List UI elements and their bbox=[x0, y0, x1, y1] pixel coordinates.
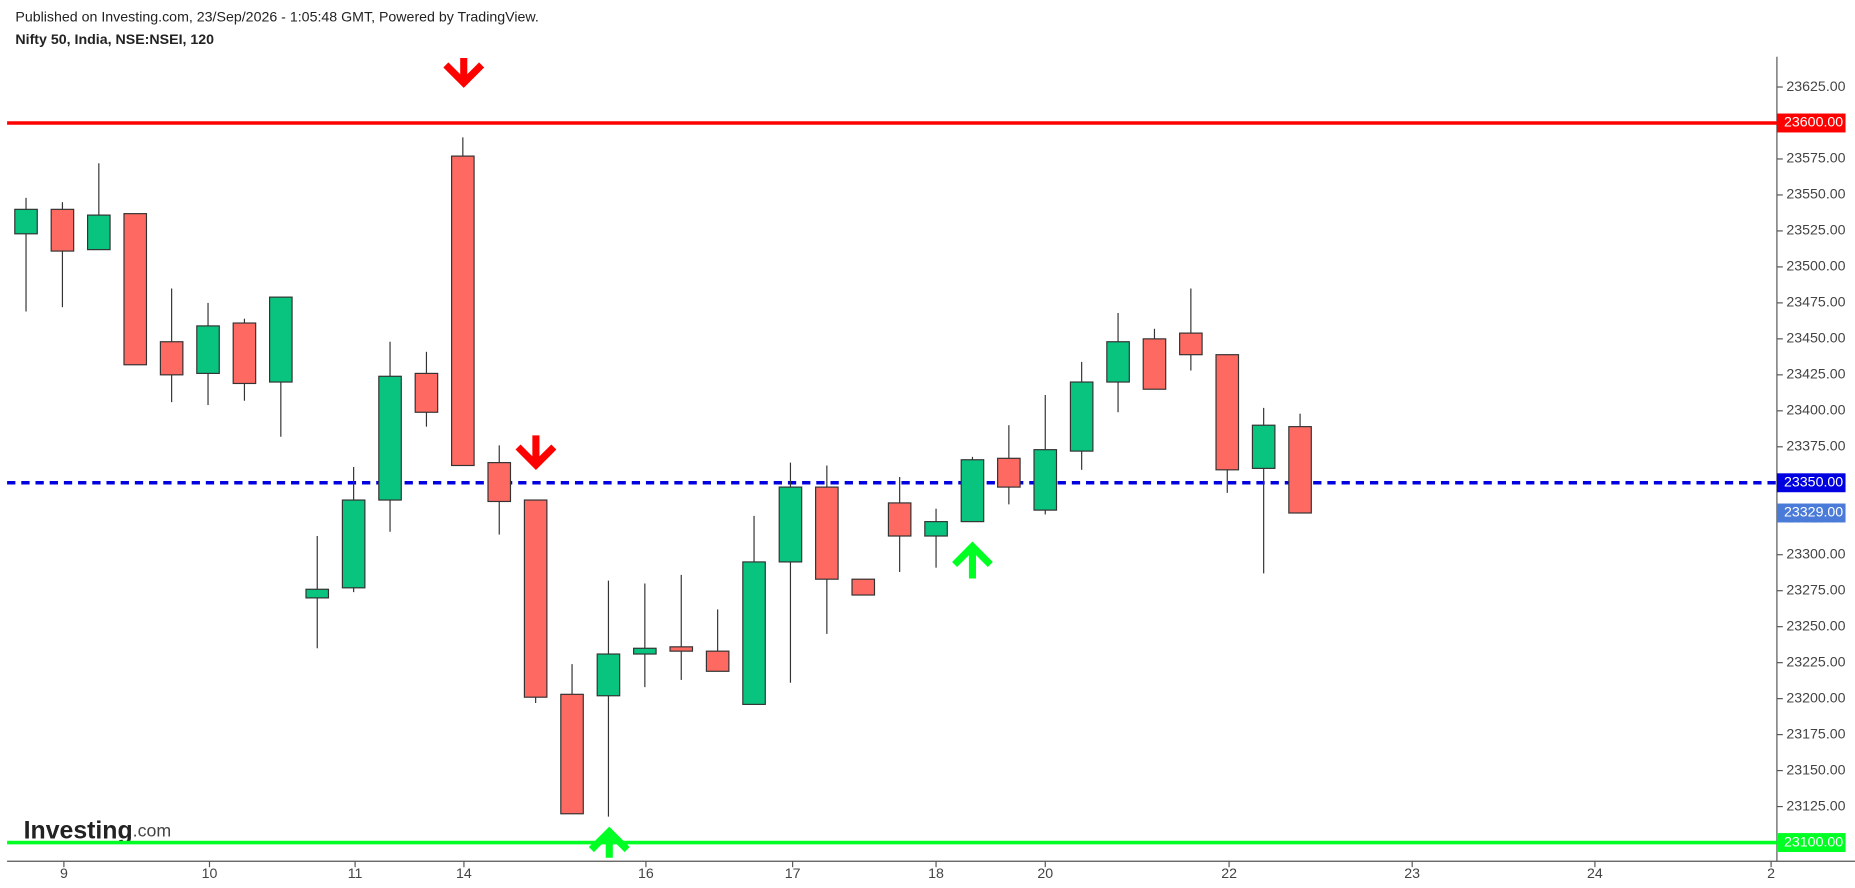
arrow-up bbox=[952, 541, 993, 579]
candle-body bbox=[669, 646, 694, 652]
y-tick-label: 23500.00 bbox=[1786, 259, 1845, 275]
candle-body bbox=[378, 375, 402, 501]
candle-body bbox=[596, 653, 621, 697]
candle-body bbox=[1288, 426, 1312, 514]
instrument-title: Nifty 50, India, NSE:NSEI, 120 bbox=[15, 32, 214, 48]
candle-body bbox=[742, 561, 766, 705]
x-tick-label: 22 bbox=[1221, 866, 1237, 882]
candle-body bbox=[86, 214, 111, 251]
y-tick-label: 23450.00 bbox=[1786, 331, 1845, 347]
x-tick-label: 10 bbox=[202, 866, 218, 882]
level-label-box bbox=[1776, 113, 1846, 133]
level-label: 23350.00 bbox=[1784, 475, 1843, 491]
x-tick-label: 17 bbox=[785, 866, 801, 882]
logo-suffix: .com bbox=[133, 820, 171, 840]
y-tick-label: 23225.00 bbox=[1786, 654, 1845, 670]
logo: Investing.com bbox=[24, 817, 171, 844]
candle-body bbox=[232, 322, 257, 385]
y-tick-label: 23150.00 bbox=[1786, 762, 1845, 778]
candle-body bbox=[851, 578, 876, 596]
candle-body bbox=[1179, 332, 1203, 356]
candle-body bbox=[924, 521, 948, 537]
candle-body bbox=[196, 325, 220, 374]
candle-body bbox=[414, 372, 439, 413]
candle-body bbox=[1069, 381, 1094, 452]
y-tick-label: 23400.00 bbox=[1786, 403, 1845, 419]
y-tick-label: 23550.00 bbox=[1786, 187, 1845, 203]
x-tick-label: 18 bbox=[928, 866, 944, 882]
x-tick-label: 14 bbox=[456, 866, 472, 882]
x-tick-label: 11 bbox=[348, 866, 363, 882]
candle-body bbox=[1215, 354, 1240, 471]
y-tick-label: 23525.00 bbox=[1786, 223, 1845, 239]
candle-body bbox=[269, 296, 293, 383]
candle-body bbox=[1142, 338, 1167, 390]
arrow-down bbox=[443, 57, 485, 88]
y-tick-label: 23275.00 bbox=[1786, 582, 1845, 598]
level-label-box bbox=[1776, 833, 1846, 853]
candle-body bbox=[50, 208, 75, 252]
y-tick-label: 23250.00 bbox=[1786, 618, 1845, 634]
x-tick-label: 16 bbox=[638, 866, 654, 882]
candle-body bbox=[305, 588, 330, 599]
level-label-box bbox=[1776, 473, 1846, 493]
y-tick-label: 23625.00 bbox=[1786, 79, 1845, 95]
candle-body bbox=[815, 486, 839, 580]
candle-body bbox=[778, 486, 803, 563]
candle-body bbox=[14, 208, 38, 235]
arrows bbox=[443, 57, 993, 858]
candle-body bbox=[1106, 341, 1130, 383]
y-tick-label: 23200.00 bbox=[1786, 690, 1845, 706]
x-tick-label: 9 bbox=[60, 866, 68, 882]
y-tick-label: 23125.00 bbox=[1786, 798, 1845, 814]
x-tick-label: 23 bbox=[1404, 866, 1420, 882]
candle-body bbox=[451, 155, 475, 467]
arrow-down bbox=[515, 435, 557, 470]
candle-body bbox=[960, 459, 985, 523]
x-tick-label: 2 bbox=[1767, 866, 1775, 882]
candle-body bbox=[560, 693, 584, 815]
candle-body bbox=[705, 650, 730, 672]
candle-body bbox=[341, 499, 366, 589]
candle-body bbox=[487, 462, 512, 503]
level-label: 23100.00 bbox=[1784, 834, 1843, 850]
candle-body bbox=[887, 502, 912, 537]
y-tick-label: 23375.00 bbox=[1786, 439, 1845, 455]
x-tick-label: 20 bbox=[1037, 866, 1053, 882]
x-tick-label: 24 bbox=[1587, 866, 1603, 882]
y-tick-label: 23475.00 bbox=[1786, 295, 1845, 311]
y-tick-label: 23175.00 bbox=[1786, 726, 1845, 742]
y-tick-label: 23575.00 bbox=[1786, 151, 1845, 167]
last-price-box bbox=[1776, 503, 1846, 523]
candle-body bbox=[159, 341, 184, 376]
candle-body bbox=[633, 647, 657, 655]
y-tick-label: 23425.00 bbox=[1786, 367, 1845, 383]
y-tick-label: 23300.00 bbox=[1786, 546, 1845, 562]
published-note: Published on Investing.com, 23/Sep/2026 … bbox=[15, 10, 538, 26]
level-label: 23600.00 bbox=[1784, 115, 1843, 131]
candle-body bbox=[1251, 424, 1276, 469]
candle-body bbox=[123, 213, 148, 366]
last-price-label: 23329.00 bbox=[1784, 505, 1843, 521]
logo-name: Investing bbox=[24, 817, 133, 844]
candle-body bbox=[997, 457, 1021, 488]
arrow-up bbox=[588, 826, 630, 858]
candle-body bbox=[1033, 449, 1058, 511]
candle-body bbox=[523, 499, 548, 698]
